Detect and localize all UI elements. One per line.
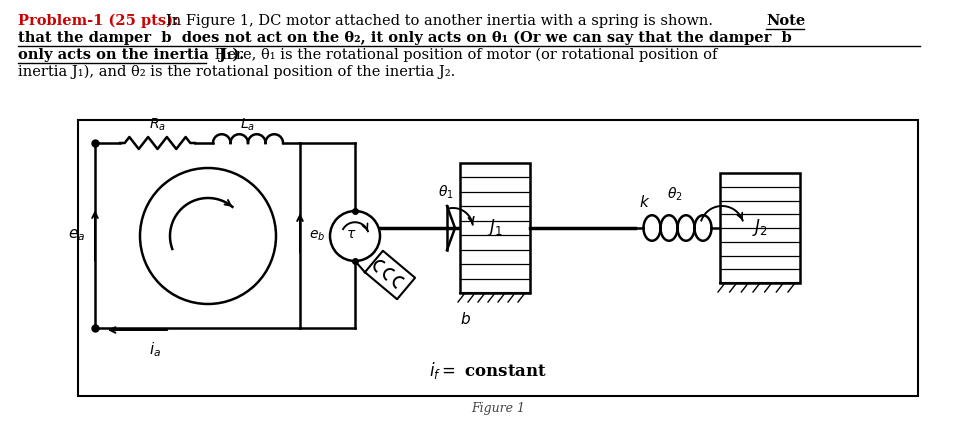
Bar — [720, 173, 800, 283]
Text: $\theta_1$: $\theta_1$ — [438, 183, 454, 201]
Text: $R_a$: $R_a$ — [148, 117, 165, 133]
Text: Problem-1 (25 pts):: Problem-1 (25 pts): — [18, 14, 179, 28]
Text: $\tau$: $\tau$ — [346, 227, 357, 241]
Text: Here, θ₁ is the rotational position of motor (or rotational position of: Here, θ₁ is the rotational position of m… — [210, 48, 717, 62]
Text: $k$: $k$ — [640, 194, 651, 210]
Text: $i_a$: $i_a$ — [149, 340, 161, 359]
Text: $e_a$: $e_a$ — [68, 228, 85, 244]
Text: $L_a$: $L_a$ — [241, 117, 255, 133]
Bar — [78, 120, 918, 396]
Text: $J_1$: $J_1$ — [487, 218, 503, 239]
Text: $i_f=$ constant: $i_f=$ constant — [429, 360, 547, 381]
Text: $e_b$: $e_b$ — [309, 229, 325, 243]
Text: only acts on the inertia  J₁).: only acts on the inertia J₁). — [18, 48, 244, 62]
Text: $b$: $b$ — [460, 311, 470, 327]
Text: Figure 1: Figure 1 — [471, 402, 525, 415]
Bar — [460, 163, 530, 293]
Text: Note: Note — [766, 14, 805, 28]
Text: $\theta_2$: $\theta_2$ — [667, 186, 683, 203]
Text: $J_2$: $J_2$ — [752, 218, 768, 239]
Text: In Figure 1, DC motor attached to another inertia with a spring is shown.: In Figure 1, DC motor attached to anothe… — [166, 14, 713, 28]
Text: inertia J₁), and θ₂ is the rotational position of the inertia J₂.: inertia J₁), and θ₂ is the rotational po… — [18, 65, 455, 79]
Text: that the damper  b  does not act on the θ₂, it only acts on θ₁ (Or we can say th: that the damper b does not act on the θ₂… — [18, 31, 792, 46]
